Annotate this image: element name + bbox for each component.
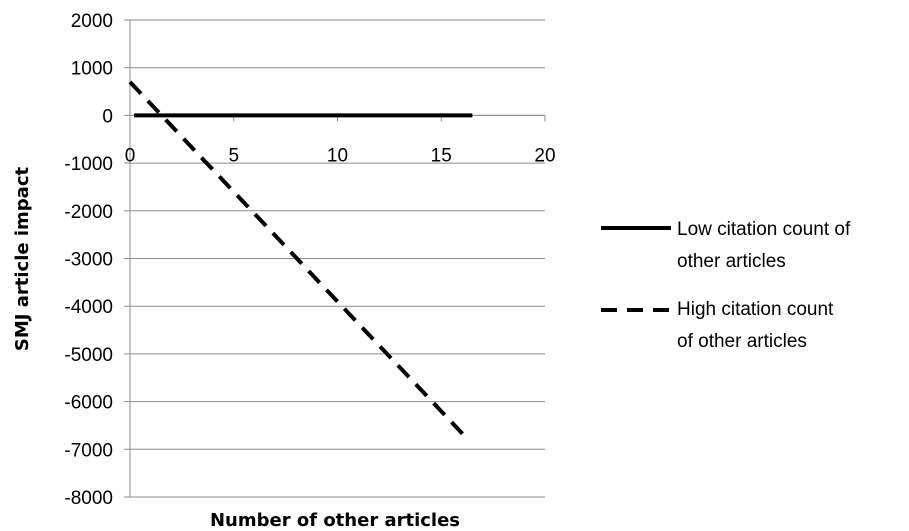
x-axis-title: Number of other articles bbox=[210, 510, 460, 531]
y-tick-label: -8000 bbox=[64, 488, 113, 509]
legend-item: Low citation count of other articles bbox=[601, 219, 851, 272]
legend-label: Low citation count of bbox=[677, 219, 851, 240]
y-tick-label: -3000 bbox=[64, 250, 113, 271]
legend: Low citation count of other articles High … bbox=[601, 219, 851, 352]
y-tick-label: -1000 bbox=[64, 154, 113, 175]
y-axis-title: SMJ article impact bbox=[12, 167, 33, 352]
legend-item: High citation count of other articles bbox=[601, 299, 834, 352]
x-tick-label: 0 bbox=[125, 145, 136, 166]
x-tick-label: 5 bbox=[228, 145, 239, 166]
y-tick-label: -5000 bbox=[64, 345, 113, 366]
y-tick-label: 0 bbox=[102, 106, 113, 127]
legend-label: of other articles bbox=[677, 331, 807, 352]
y-tick-label: -6000 bbox=[64, 393, 113, 414]
y-tick-label: 1000 bbox=[71, 59, 113, 80]
x-tick-label: 15 bbox=[431, 145, 452, 166]
tick-labels: 2000 1000 0 -1000 -2000 -3000 -4000 -5000 -6000 -… bbox=[64, 11, 555, 509]
x-tick-label: 20 bbox=[534, 145, 555, 166]
x-tick-label: 10 bbox=[327, 145, 348, 166]
legend-label: other articles bbox=[677, 251, 786, 272]
series-lines bbox=[128, 80, 473, 442]
y-tick-label: -7000 bbox=[64, 440, 113, 461]
legend-label: High citation count bbox=[677, 299, 834, 320]
y-tick-label: -4000 bbox=[64, 297, 113, 318]
grid-lines bbox=[130, 19, 545, 498]
y-tick-label: -2000 bbox=[64, 202, 113, 223]
y-tick-label: 2000 bbox=[71, 11, 113, 32]
series-line-high-citation bbox=[128, 80, 470, 442]
